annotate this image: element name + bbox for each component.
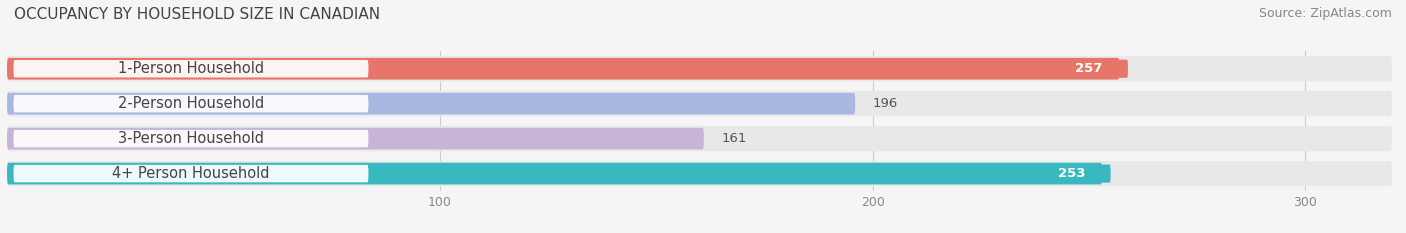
FancyBboxPatch shape [7, 56, 1392, 81]
Text: 196: 196 [873, 97, 898, 110]
FancyBboxPatch shape [1050, 60, 1128, 78]
Text: 257: 257 [1076, 62, 1102, 75]
FancyBboxPatch shape [7, 163, 1102, 185]
Text: 1-Person Household: 1-Person Household [118, 61, 264, 76]
Text: Source: ZipAtlas.com: Source: ZipAtlas.com [1258, 7, 1392, 20]
Text: 4+ Person Household: 4+ Person Household [112, 166, 270, 181]
FancyBboxPatch shape [1033, 164, 1111, 183]
FancyBboxPatch shape [7, 126, 1392, 151]
FancyBboxPatch shape [7, 58, 1119, 80]
FancyBboxPatch shape [7, 93, 855, 115]
FancyBboxPatch shape [7, 161, 1392, 186]
FancyBboxPatch shape [14, 95, 368, 113]
FancyBboxPatch shape [14, 165, 368, 182]
FancyBboxPatch shape [14, 130, 368, 147]
Text: 2-Person Household: 2-Person Household [118, 96, 264, 111]
Text: 161: 161 [721, 132, 747, 145]
FancyBboxPatch shape [7, 128, 704, 150]
Text: 253: 253 [1057, 167, 1085, 180]
FancyBboxPatch shape [14, 60, 368, 77]
Text: 3-Person Household: 3-Person Household [118, 131, 264, 146]
Text: OCCUPANCY BY HOUSEHOLD SIZE IN CANADIAN: OCCUPANCY BY HOUSEHOLD SIZE IN CANADIAN [14, 7, 380, 22]
FancyBboxPatch shape [7, 91, 1392, 116]
